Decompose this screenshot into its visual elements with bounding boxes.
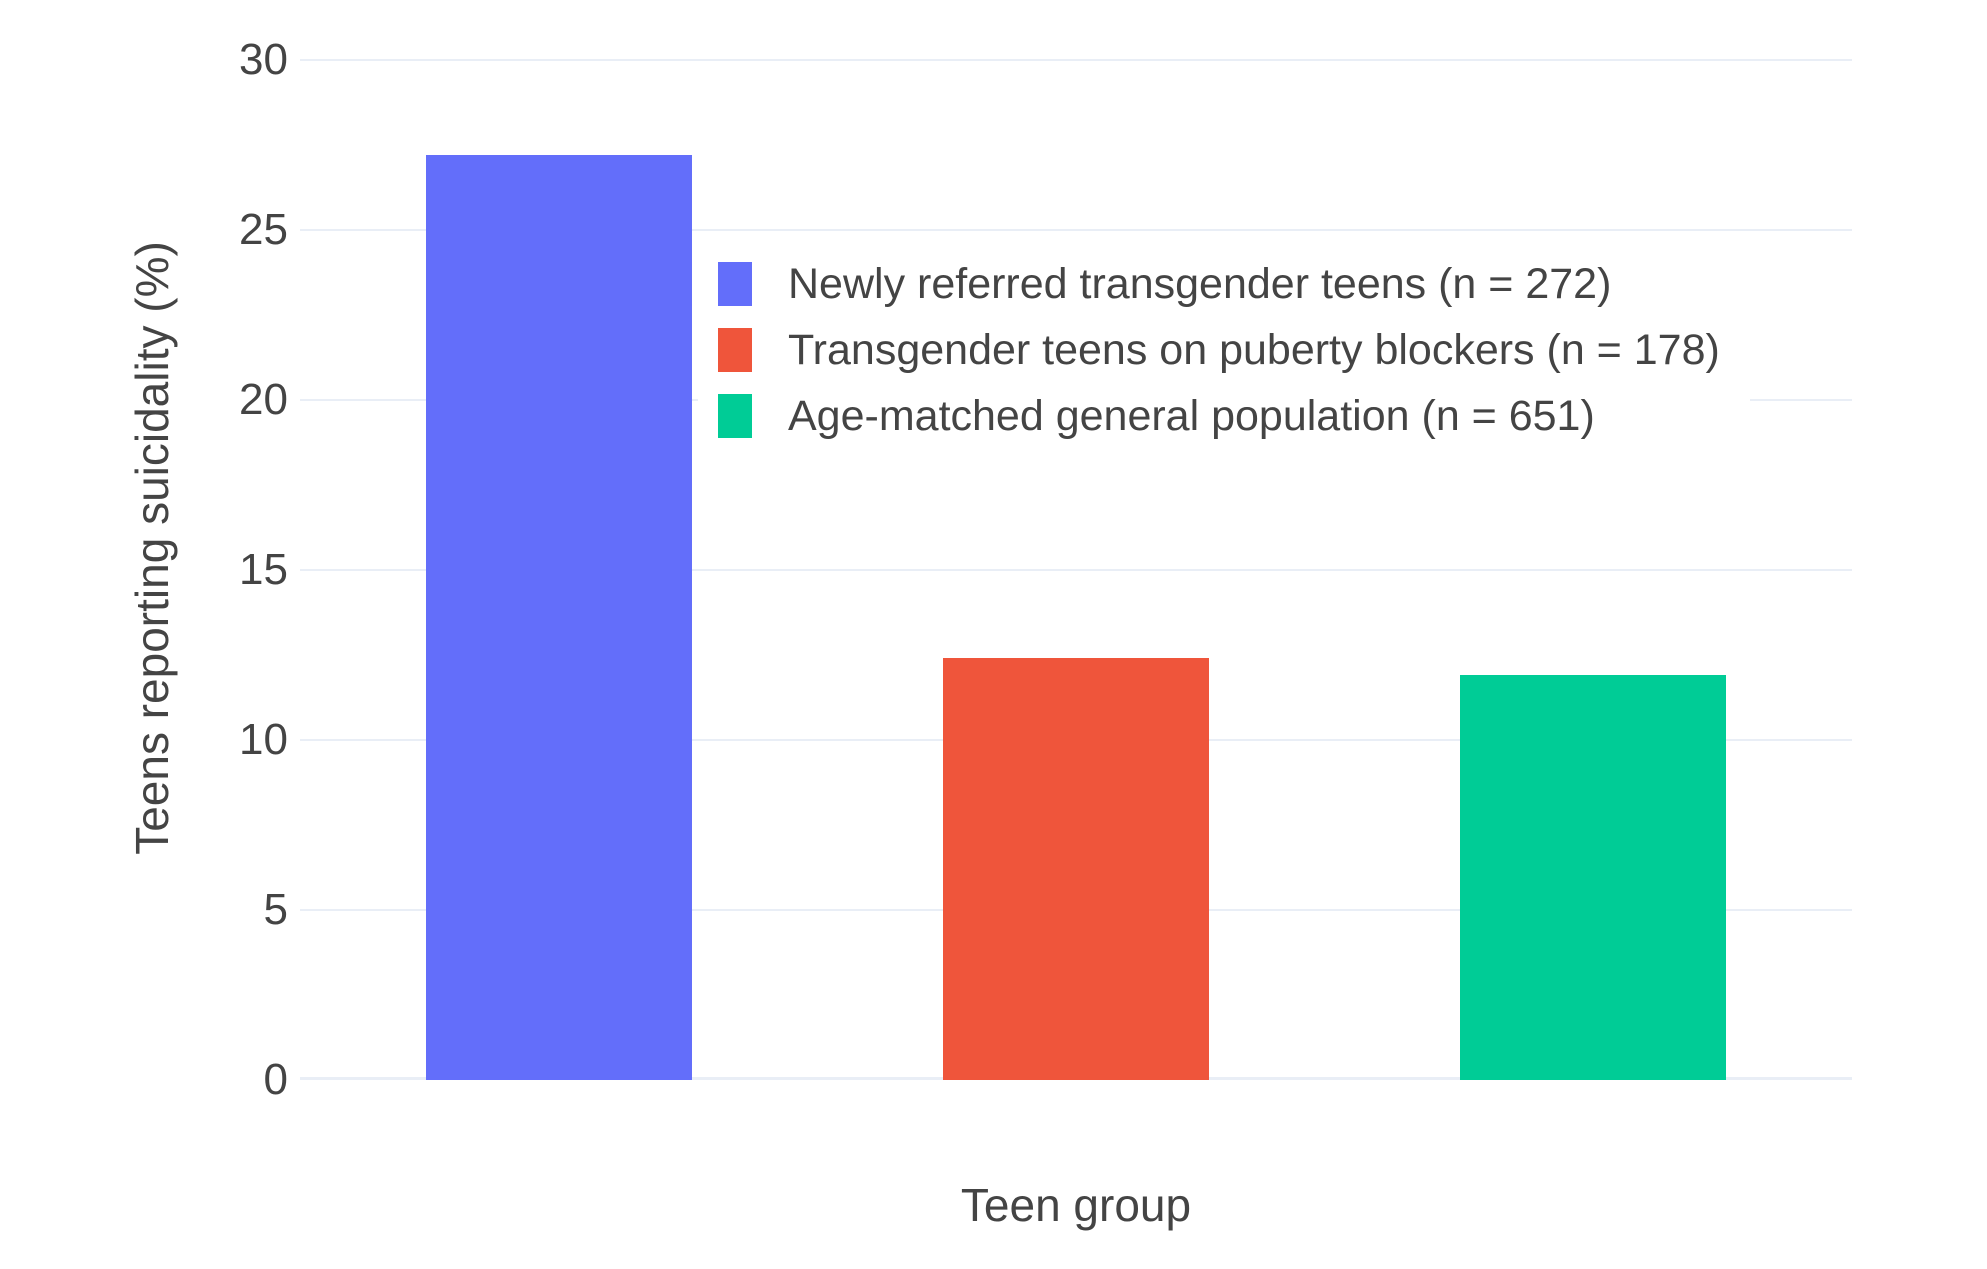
gridline-25	[300, 229, 1852, 231]
y-tick-label-5: 5	[263, 885, 288, 934]
legend-item-2[interactable]: Age-matched general population (n = 651)	[718, 394, 1720, 438]
y-tick-label-30: 30	[239, 35, 288, 84]
y-tick-label-10: 10	[239, 715, 288, 764]
legend-label: Age-matched general population (n = 651)	[788, 392, 1595, 440]
bar-0[interactable]	[425, 155, 692, 1080]
gridline-30	[300, 59, 1852, 61]
legend-swatch-icon	[718, 394, 752, 438]
gridline-15	[300, 569, 1852, 571]
legend-item-1[interactable]: Transgender teens on puberty blockers (n…	[718, 328, 1720, 372]
bar-2[interactable]	[1460, 675, 1727, 1080]
y-tick-label-25: 25	[239, 205, 288, 254]
legend-swatch-icon	[718, 328, 752, 372]
legend: Newly referred transgender teens (n = 27…	[698, 244, 1750, 456]
plot-area	[300, 59, 1852, 1080]
y-tick-label-0: 0	[263, 1055, 288, 1104]
y-tick-label-15: 15	[239, 545, 288, 594]
bar-1[interactable]	[943, 658, 1209, 1080]
y-axis-tick-labels: 0 5 10 15 20 25 30	[0, 0, 288, 1269]
legend-label: Newly referred transgender teens (n = 27…	[788, 260, 1612, 308]
y-tick-label-20: 20	[239, 375, 288, 424]
legend-item-0[interactable]: Newly referred transgender teens (n = 27…	[718, 262, 1720, 306]
legend-swatch-icon	[718, 262, 752, 306]
x-axis-title: Teen group	[960, 1179, 1192, 1231]
legend-label: Transgender teens on puberty blockers (n…	[788, 326, 1720, 374]
